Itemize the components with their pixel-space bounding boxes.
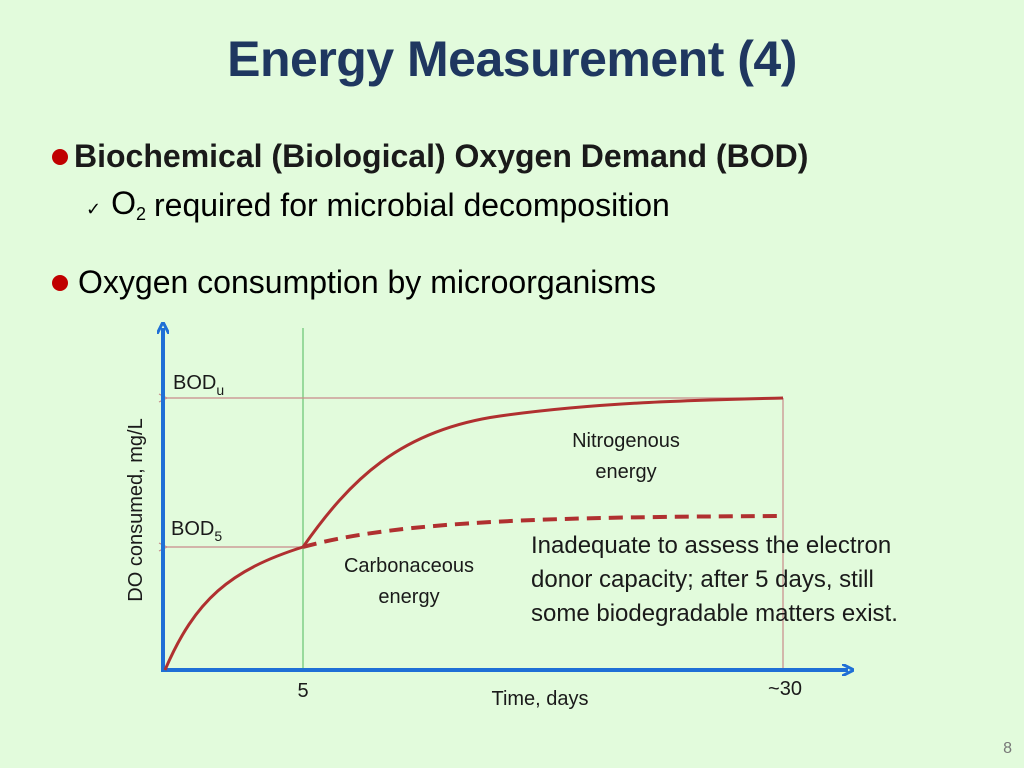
x-axis-label: Time, days [491, 688, 588, 710]
consumption-heading: Oxygen consumption by microorganisms [78, 264, 657, 300]
y-axis-label: DO consumed, mg/L [125, 418, 147, 601]
note-line2: donor capacity; after 5 days, still [531, 566, 874, 593]
page-number: 8 [1003, 740, 1012, 757]
o2-symbol: O2 [111, 185, 146, 224]
note-line3: some biodegradable matters exist. [531, 600, 898, 627]
note-line1: Inadequate to assess the electron [531, 532, 891, 559]
carbonaceous-label-line2: energy [378, 586, 439, 608]
tick-label-5: 5 [297, 680, 308, 702]
page-title: Energy Measurement (4) [227, 31, 797, 87]
bullet-consumption: Oxygen consumption by microorganisms [52, 264, 656, 301]
checkmark-icon: ✓ [86, 198, 102, 219]
carbonaceous-label-line1: Carbonaceous [344, 555, 474, 577]
bullet-bod: Biochemical (Biological) Oxygen Demand (… [52, 138, 808, 175]
nitrogenous-label-line1: Nitrogenous [572, 430, 680, 452]
sub-bullet-o2: ✓ O2 required for microbial decompositio… [86, 185, 670, 225]
nitrogenous-curve [301, 396, 784, 548]
bullet-dot-icon [52, 274, 68, 291]
bodu-label: BODu [173, 372, 224, 398]
bullet-dot-icon [52, 148, 68, 165]
carbonaceous-extension-curve [302, 514, 784, 549]
tick-label-30: ~30 [768, 678, 802, 700]
nitrogenous-label-line2: energy [595, 461, 656, 483]
o2-description: required for microbial decomposition [154, 186, 670, 223]
carbonaceous-curve [163, 545, 304, 671]
bod-heading: Biochemical (Biological) Oxygen Demand (… [74, 138, 809, 174]
bod5-label: BOD5 [171, 518, 222, 544]
